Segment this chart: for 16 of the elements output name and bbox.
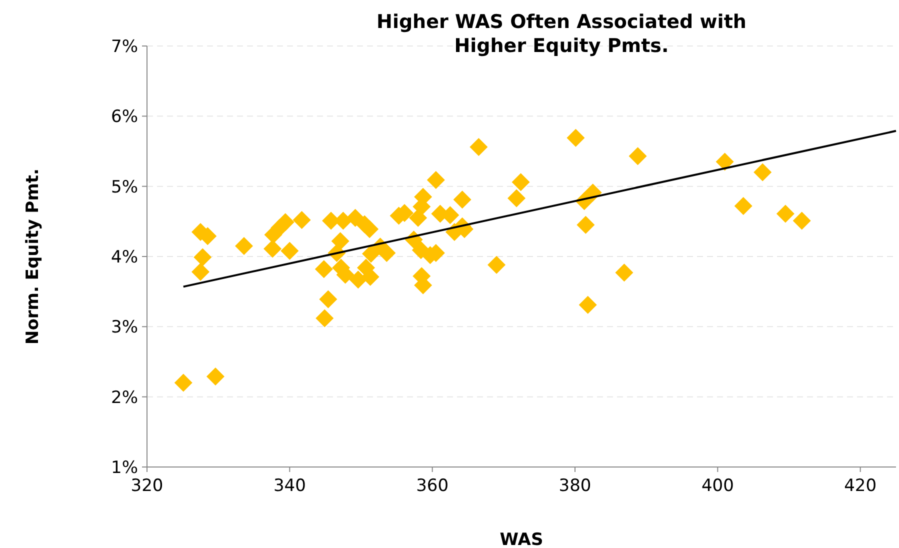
- y-tick-label: 6%: [111, 107, 138, 128]
- y-tick-label: 3%: [111, 318, 138, 338]
- y-tick-label: 1%: [111, 458, 138, 478]
- y-tick-label: 7%: [111, 36, 138, 57]
- x-tick-label: 340: [273, 476, 306, 496]
- x-tick-label: 420: [844, 476, 877, 496]
- x-axis-title: WAS: [500, 530, 544, 548]
- y-tick-label: 2%: [111, 388, 138, 408]
- y-axis-title: Norm. Equity Pmt.: [23, 168, 43, 344]
- x-tick-label: 360: [416, 476, 449, 496]
- x-tick-label: 400: [701, 476, 734, 496]
- x-tick-label: 380: [558, 476, 592, 496]
- y-tick-label: 4%: [111, 247, 138, 268]
- y-tick-label: 5%: [111, 177, 138, 198]
- x-tick-label: 320: [130, 476, 164, 496]
- chart-title: Higher WAS Often Associated with Higher Equity Pmts.: [376, 11, 746, 57]
